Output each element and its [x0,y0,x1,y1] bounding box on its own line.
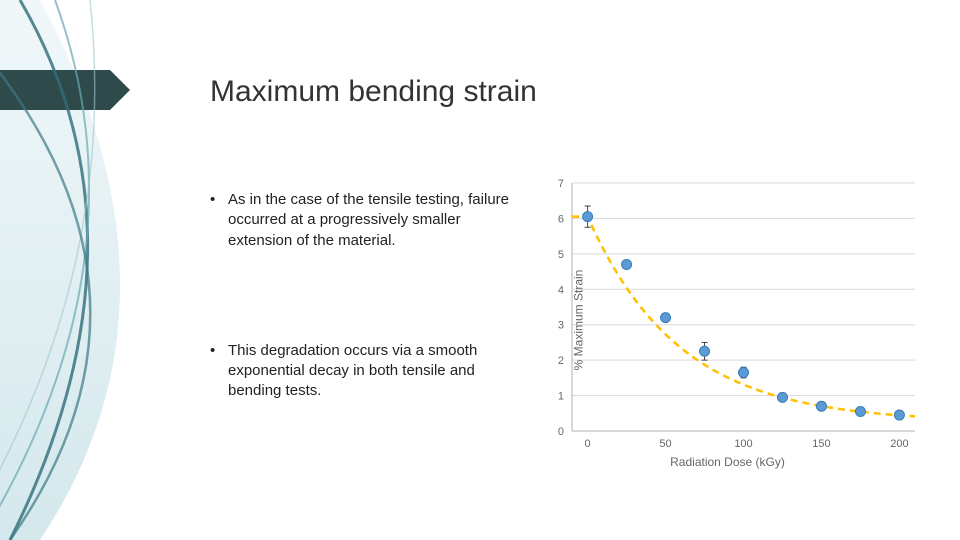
svg-text:3: 3 [558,320,564,332]
bullet-item: As in the case of the tensile testing, f… [210,190,510,251]
slide-title: Maximum bending strain [210,75,537,109]
svg-text:150: 150 [812,438,830,450]
bullet-list: As in the case of the tensile testing, f… [210,190,510,492]
svg-text:5: 5 [558,249,564,261]
bullet-item: This degradation occurs via a smooth exp… [210,341,510,402]
svg-text:4: 4 [558,284,564,296]
svg-text:2: 2 [558,355,564,367]
svg-text:1: 1 [558,391,564,403]
svg-text:100: 100 [734,438,752,450]
svg-text:6: 6 [558,213,564,225]
svg-text:50: 50 [659,438,671,450]
svg-text:0: 0 [558,426,564,438]
svg-text:200: 200 [890,438,908,450]
svg-text:7: 7 [558,178,564,190]
slide: Maximum bending strain As in the case of… [0,0,960,540]
svg-text:0: 0 [585,438,591,450]
side-decoration [0,0,200,540]
chart-y-axis-label: % Maximum Strain [571,270,585,371]
chart-svg: 0 1 2 3 4 5 6 7 0 50 100 150 200 [530,175,925,465]
chart-x-axis-label: Radiation Dose (kGy) [670,455,785,469]
strain-chart: % Maximum Strain Radiation Dose (kGy) 01… [530,175,925,465]
